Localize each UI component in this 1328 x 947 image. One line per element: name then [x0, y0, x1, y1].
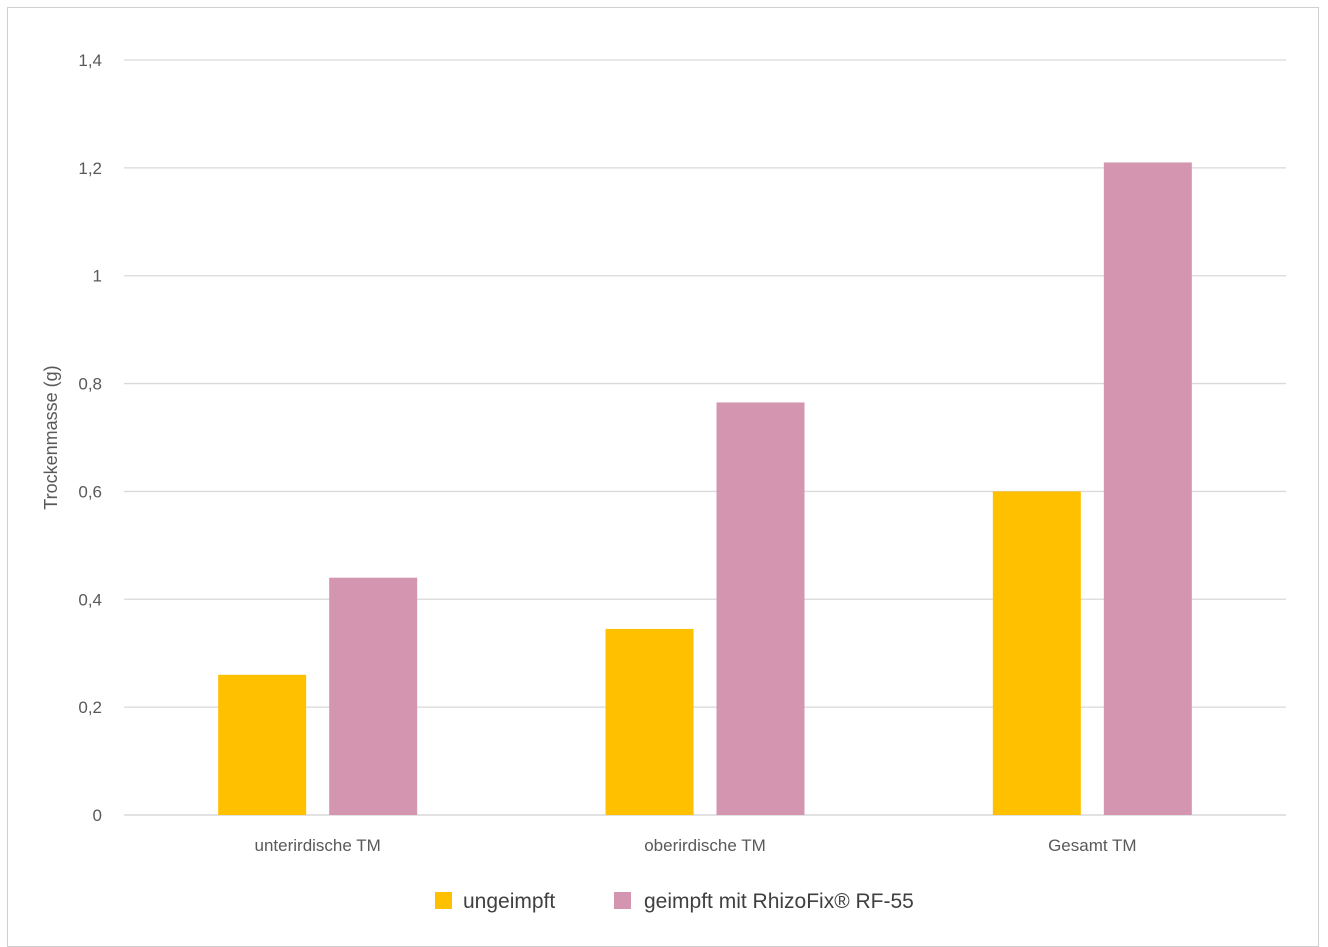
y-tick-label: 0,8: [78, 375, 102, 394]
y-tick-label: 1: [93, 267, 102, 286]
legend: ungeimpft geimpft mit RhizoFix® RF-55: [435, 890, 914, 913]
y-tick-label: 0: [93, 806, 102, 825]
y-tick-label: 0,4: [78, 590, 102, 609]
bar-geimpft-0: [329, 577, 418, 815]
bar-geimpft-2: [1103, 162, 1192, 815]
bar-ungeimpft-1: [605, 628, 694, 815]
legend-swatch: [435, 892, 452, 909]
bars: [218, 162, 1192, 815]
y-axis-title: Trockenmasse (g): [41, 365, 61, 509]
gridlines: [124, 59, 1286, 816]
legend-label: geimpft mit RhizoFix® RF-55: [644, 890, 914, 913]
bar-ungeimpft-2: [992, 491, 1081, 815]
x-axis-ticks: unterirdische TM oberirdische TM Gesamt TM: [255, 836, 1137, 855]
legend-label: ungeimpft: [463, 890, 555, 913]
y-axis-ticks: 0 0,2 0,4 0,6 0,8 1 1,2 1,4: [78, 51, 102, 825]
x-tick-label: Gesamt TM: [1048, 836, 1136, 855]
y-tick-label: 0,6: [78, 482, 102, 501]
x-tick-label: unterirdische TM: [255, 836, 381, 855]
y-tick-label: 1,4: [78, 51, 102, 70]
x-tick-label: oberirdische TM: [644, 836, 766, 855]
bar-ungeimpft-0: [218, 674, 307, 815]
y-tick-label: 0,2: [78, 698, 102, 717]
legend-swatch: [614, 892, 631, 909]
bar-geimpft-1: [716, 402, 805, 815]
y-tick-label: 1,2: [78, 159, 102, 178]
